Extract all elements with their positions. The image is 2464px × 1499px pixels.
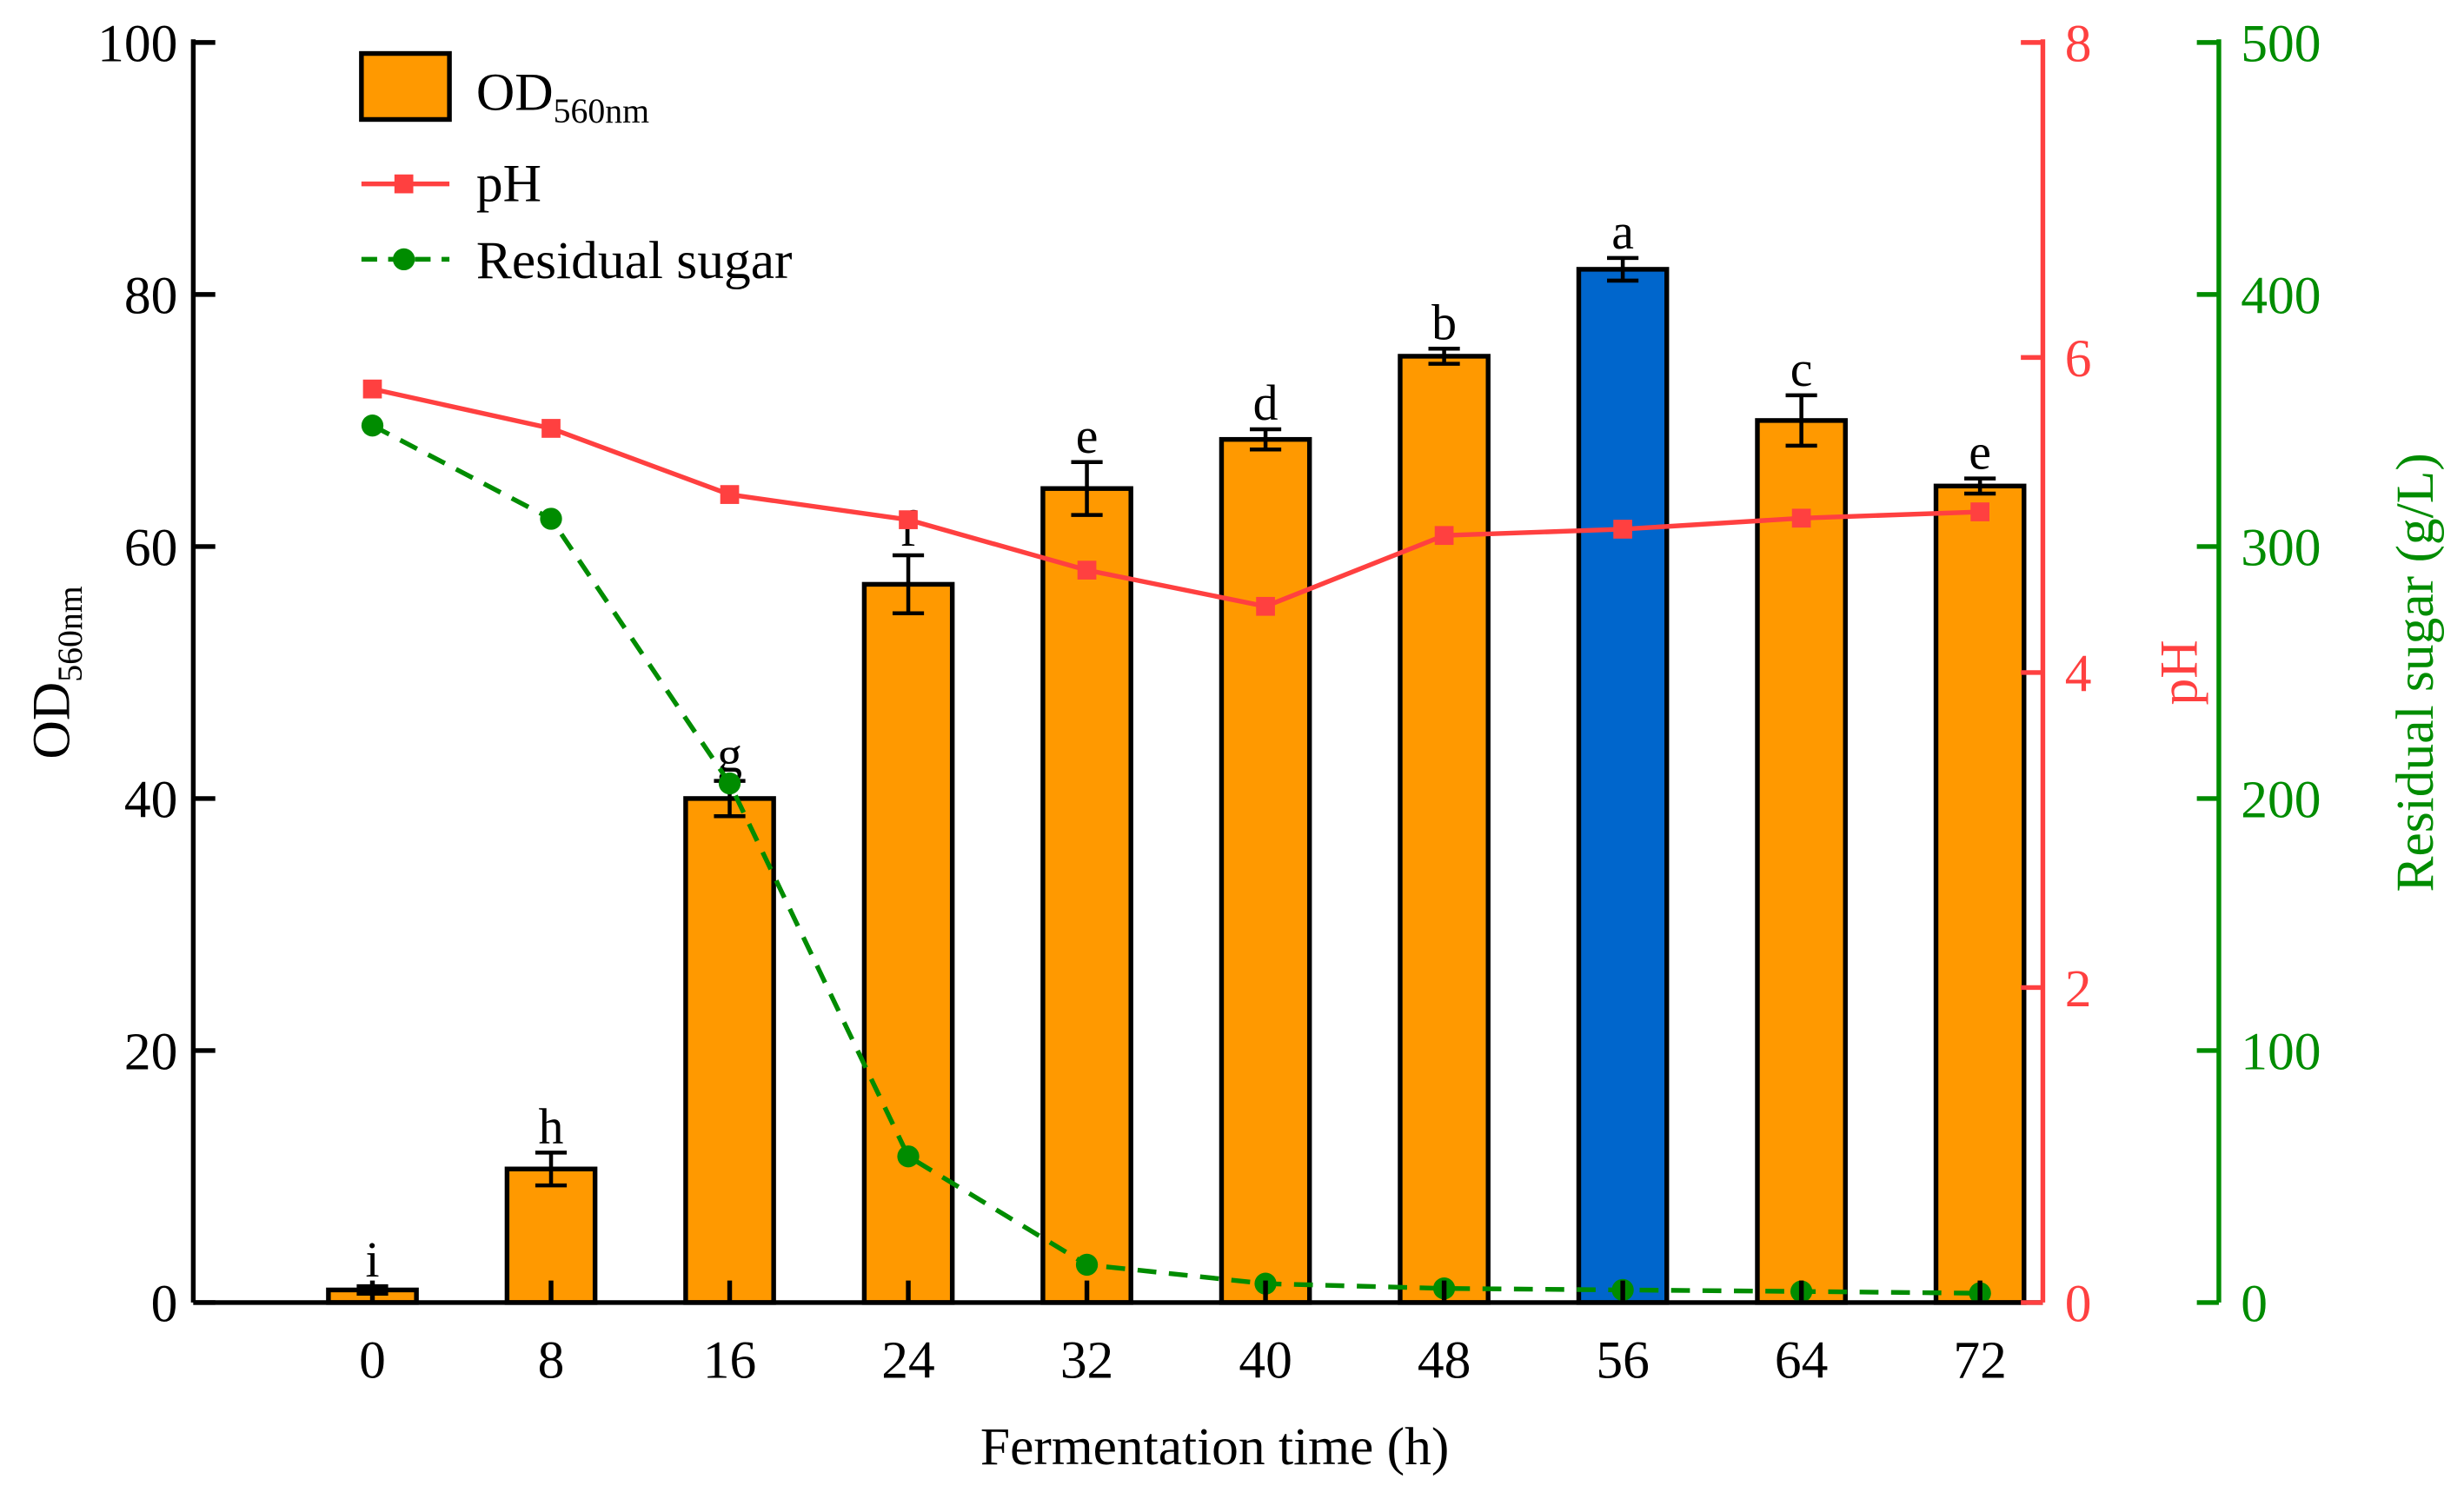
ph-point-0	[362, 379, 382, 399]
x-tick-label-24: 24	[881, 1331, 934, 1390]
sugar-point-32	[1075, 1253, 1099, 1277]
bar-32	[1040, 486, 1133, 1305]
sugar-axis-tick-label-100: 100	[2241, 1023, 2321, 1082]
bar-40	[1219, 436, 1312, 1305]
sugar-line	[371, 423, 1981, 1296]
ph-point-40	[1256, 596, 1275, 616]
sugar-point-8	[540, 507, 562, 530]
x-tick-label-0: 0	[359, 1331, 386, 1390]
error-bar-8	[535, 1151, 568, 1188]
error-bar-24	[892, 553, 925, 616]
sugar-axis-tick-label-300: 300	[2241, 519, 2321, 578]
x-tick-label-40: 40	[1239, 1331, 1292, 1390]
ph-axis-tick-label-0: 0	[2065, 1275, 2092, 1334]
x-tick-label-64: 64	[1775, 1331, 1828, 1390]
sugar-point-24	[897, 1145, 920, 1168]
significance-letter: e	[1076, 408, 1099, 464]
bar-64	[1755, 418, 1848, 1305]
significance-letter: d	[1253, 375, 1278, 431]
significance-letter: c	[1790, 341, 1813, 397]
left-axis-tick-label-60: 60	[124, 519, 177, 578]
error-bar-64	[1785, 393, 1817, 448]
sugar-axis-tick-label-200: 200	[2241, 771, 2321, 830]
ph-point-56	[1613, 520, 1632, 539]
legend-swatch-od	[359, 50, 452, 123]
axes-layer: 0 8 16 24 32 40 48 56 64 720204060801000246801002…	[97, 15, 2321, 1390]
sugar-axis-tick-label-0: 0	[2241, 1275, 2268, 1334]
ph-point-32	[1077, 560, 1097, 580]
ph-point-72	[1970, 502, 1989, 521]
error-bar-72	[1964, 476, 1996, 496]
ph-point-24	[899, 510, 918, 529]
bar-24	[861, 581, 955, 1305]
left-axis-tick-label-100: 100	[97, 15, 177, 74]
x-tick-label-72: 72	[1953, 1331, 2006, 1390]
significance-letter: e	[1969, 424, 1991, 481]
x-tick-label-48: 48	[1418, 1331, 1471, 1390]
bar-56	[1576, 267, 1670, 1305]
legend-label-ph: pH	[476, 154, 541, 213]
ph-point-8	[541, 419, 561, 438]
left-axis-tick-label-20: 20	[124, 1023, 177, 1082]
sugar-axis-tick-label-400: 400	[2241, 267, 2321, 326]
left-axis-label-main: OD	[23, 682, 82, 759]
significance-letter: h	[539, 1098, 564, 1155]
left-axis-label: OD560nm	[23, 586, 90, 759]
bars-layer: ihgfedbace	[326, 203, 2027, 1305]
x-axis-label: Fermentation time (h)	[980, 1417, 1449, 1476]
ph-line	[371, 386, 1981, 609]
ph-point-64	[1791, 508, 1811, 528]
x-tick-label-56: 56	[1596, 1331, 1649, 1390]
left-axis-tick-label-80: 80	[124, 267, 177, 326]
ph-axis-tick-label-4: 4	[2065, 645, 2092, 704]
left-axis-tick-label-0: 0	[151, 1275, 178, 1334]
x-tick-label-16: 16	[703, 1331, 756, 1390]
error-bar-40	[1249, 427, 1282, 452]
error-bar-56	[1607, 255, 1639, 283]
left-axis-label-sub: 560nm	[51, 586, 90, 682]
lines-layer	[361, 379, 1991, 1304]
ph-axis-tick-label-2: 2	[2065, 959, 2092, 1018]
ph-axis-label: pH	[2150, 640, 2209, 705]
significance-letter: i	[365, 1231, 379, 1288]
significance-letter: b	[1431, 294, 1457, 350]
bar-48	[1398, 354, 1491, 1305]
error-bar-48	[1428, 346, 1460, 366]
sugar-point-0	[361, 415, 384, 437]
x-tick-label-8: 8	[538, 1331, 565, 1390]
ph-axis-tick-label-8: 8	[2065, 15, 2092, 74]
left-axis-tick-label-40: 40	[124, 771, 177, 830]
legend-label-od: OD560nm	[476, 63, 649, 130]
sugar-axis-tick-label-500: 500	[2241, 15, 2321, 74]
ph-point-16	[720, 485, 740, 504]
sugar-axis-label: Residual sugar (g/L)	[2386, 453, 2445, 892]
legend-marker-ph	[394, 174, 414, 194]
significance-letter: a	[1611, 203, 1634, 260]
sugar-point-16	[718, 772, 741, 795]
legend-marker-sugar	[393, 248, 415, 271]
legend: OD560nm pH Residual sugar	[359, 50, 793, 290]
error-bar-32	[1071, 460, 1103, 517]
bar-72	[1933, 483, 2027, 1305]
ph-point-48	[1434, 526, 1454, 546]
bar-16	[683, 796, 776, 1305]
x-tick-label-32: 32	[1060, 1331, 1113, 1390]
legend-label-sugar: Residual sugar	[476, 231, 793, 290]
ph-axis-tick-label-6: 6	[2065, 329, 2092, 388]
